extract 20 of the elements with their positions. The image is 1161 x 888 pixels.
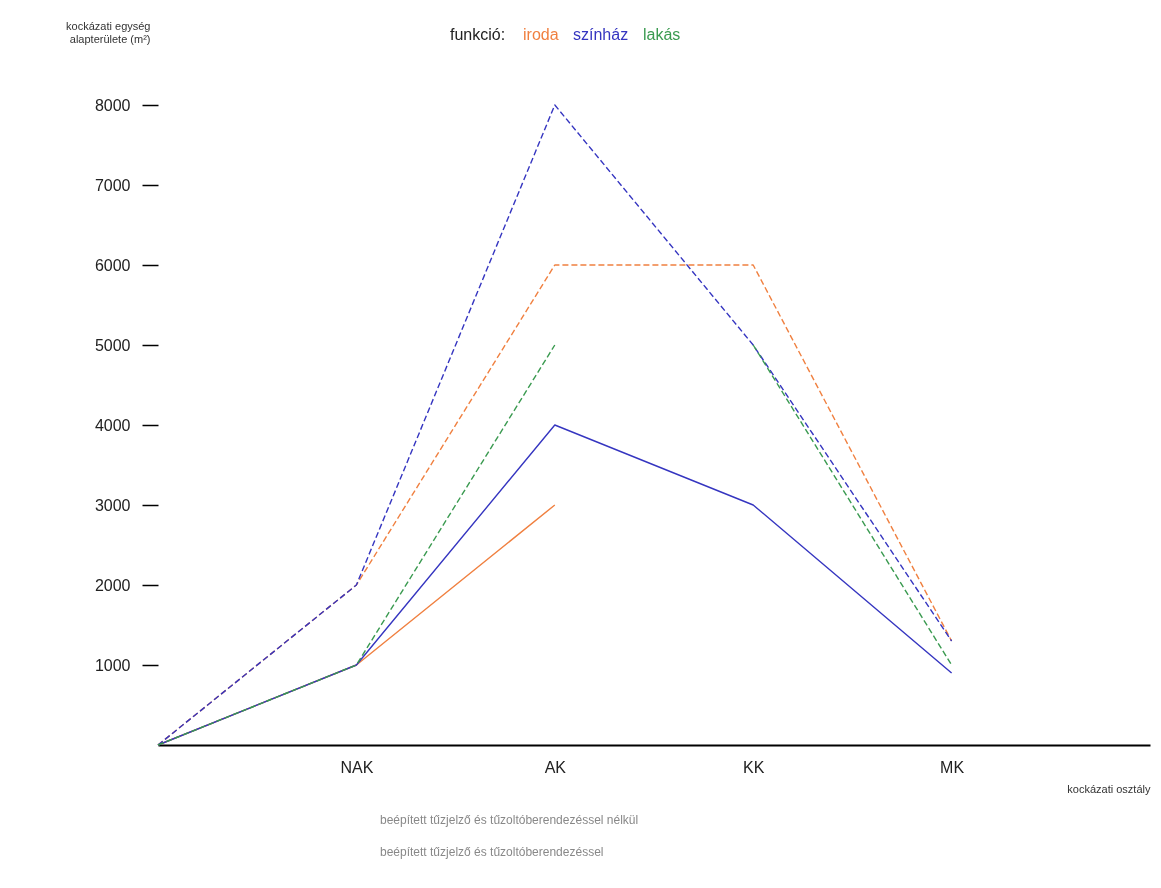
x-tick-label: MK	[940, 758, 965, 776]
y-tick-label: 5000	[94, 336, 131, 354]
text: lakás	[643, 26, 681, 43]
y-tick-label: 6000	[94, 256, 131, 274]
text: színház	[573, 26, 629, 43]
x-tick-label: KK	[743, 758, 765, 776]
x-tick-label: AK	[544, 758, 567, 776]
text: beépített tűzjelző és tűzoltóberendezéssel nélkül	[380, 813, 639, 827]
x-tick-label: NAK	[340, 758, 374, 776]
y-tick-label: 4000	[94, 416, 131, 434]
text: iroda	[523, 26, 559, 43]
y-tick-label: 8000	[94, 96, 131, 114]
y-tick-label: 7000	[94, 176, 131, 194]
y-tick-label: 1000	[94, 656, 131, 674]
y-tick-label: 2000	[94, 576, 131, 594]
legend-title: funkció:	[450, 26, 506, 43]
text: beépített tűzjelző és tűzoltóberendezéssel	[380, 845, 604, 859]
x-axis-title: kockázati osztály	[1067, 782, 1151, 795]
y-tick-label: 3000	[94, 496, 131, 514]
y-axis-title: kockázati egység alapterülete (m²)	[66, 19, 151, 45]
